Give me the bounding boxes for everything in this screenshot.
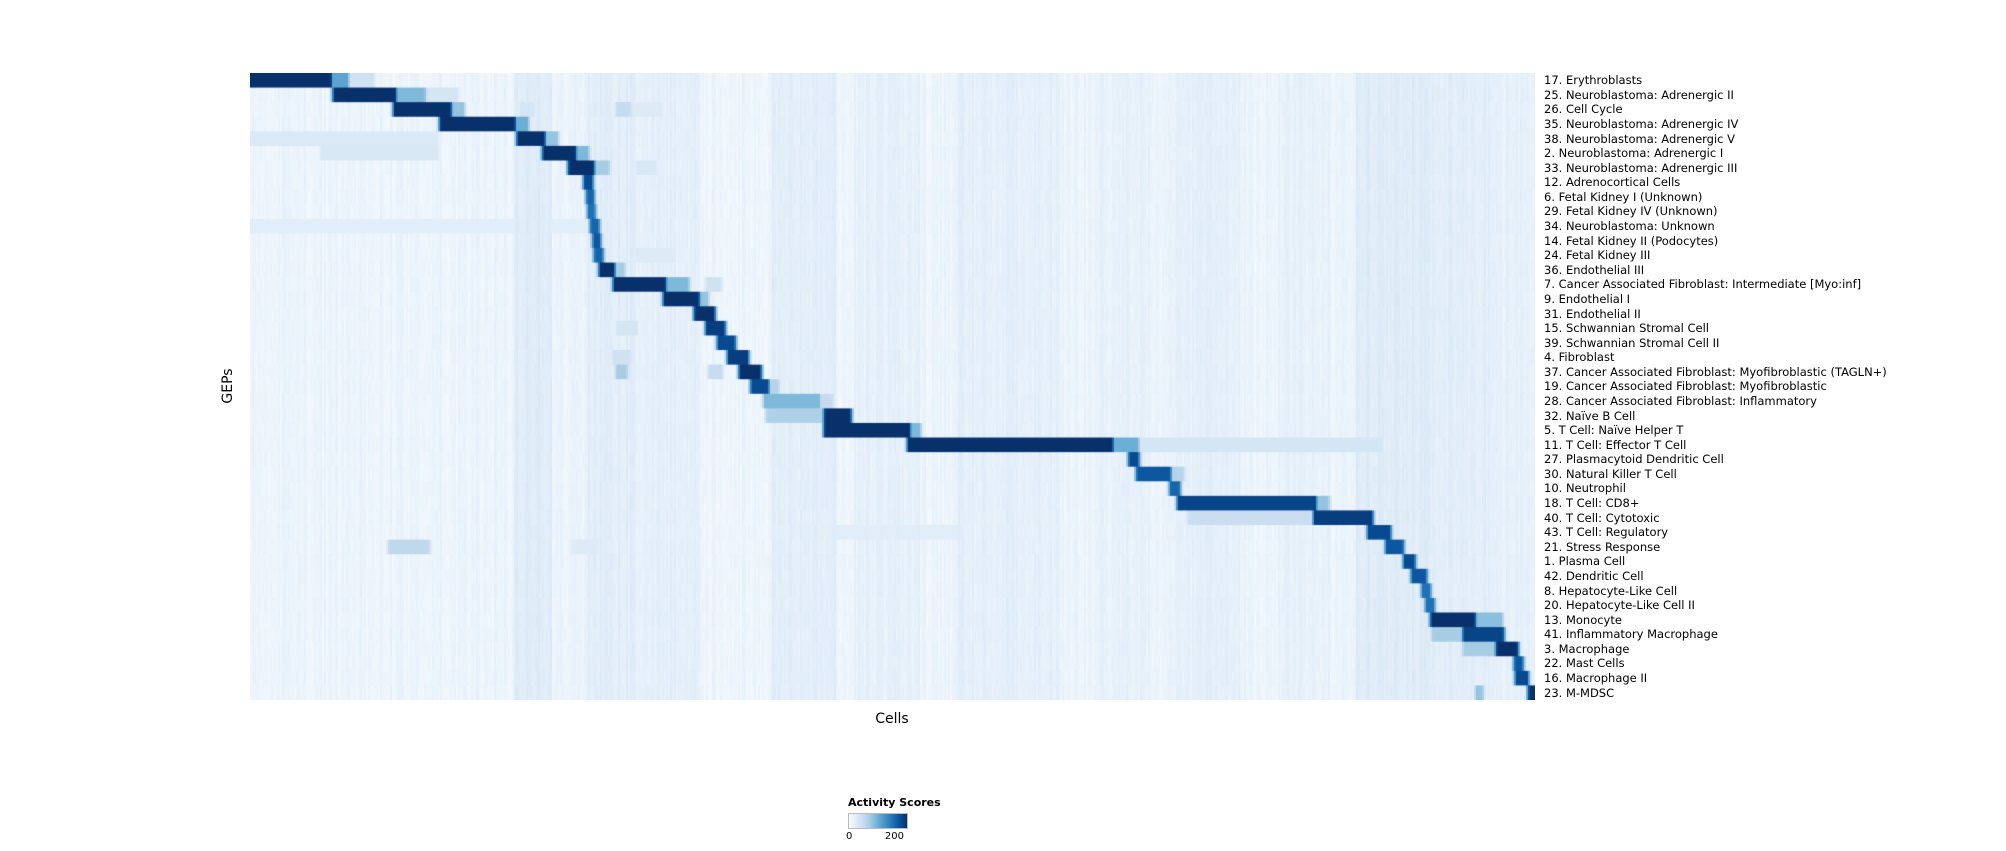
gep-row-label: 39. Schwannian Stromal Cell II	[1544, 335, 1720, 350]
gep-row-label: 13. Monocyte	[1544, 612, 1622, 627]
gep-row-label: 27. Plasmacytoid Dendritic Cell	[1544, 452, 1724, 467]
gep-row-label: 10. Neutrophil	[1544, 481, 1626, 496]
gep-row-label: 31. Endothelial II	[1544, 306, 1641, 321]
colorbar-legend: Activity Scores 0 200	[845, 796, 988, 843]
gep-row-label: 29. Fetal Kidney IV (Unknown)	[1544, 204, 1718, 219]
gep-row-label: 6. Fetal Kidney I (Unknown)	[1544, 189, 1703, 204]
gep-row-label: 19. Cancer Associated Fibroblast: Myofib…	[1544, 379, 1827, 394]
colorbar-tick-min: 0	[845, 831, 853, 842]
gep-row-label: 18. T Cell: CD8+	[1544, 496, 1640, 511]
gep-row-label: 26. Cell Cycle	[1544, 102, 1623, 117]
colorbar-title: Activity Scores	[848, 796, 941, 809]
colorbar-ticks: 0 200	[845, 829, 906, 843]
gep-row-label: 17. Erythroblasts	[1544, 73, 1643, 88]
gep-row-label: 34. Neuroblastoma: Unknown	[1544, 219, 1715, 234]
gep-row-label: 24. Fetal Kidney III	[1544, 248, 1651, 263]
gep-row-label: 8. Hepatocyte-Like Cell	[1544, 583, 1678, 598]
colorbar-gradient	[848, 813, 908, 829]
gep-row-label: 28. Cancer Associated Fibroblast: Inflam…	[1544, 394, 1817, 408]
gep-row-label: 32. Naïve B Cell	[1544, 408, 1636, 423]
gep-row-label: 12. Adrenocortical Cells	[1544, 175, 1681, 190]
gep-row-label: 33. Neuroblastoma: Adrenergic III	[1544, 160, 1738, 175]
gep-row-label: 36. Endothelial III	[1544, 262, 1645, 277]
gep-row-label: 3. Macrophage	[1544, 641, 1630, 656]
gep-row-label: 25. Neuroblastoma: Adrenergic II	[1544, 87, 1734, 102]
gep-row-label: 21. Stress Response	[1544, 539, 1661, 554]
gep-row-label: 15. Schwannian Stromal Cell	[1544, 321, 1709, 336]
gep-row-label: 2. Neuroblastoma: Adrenergic I	[1544, 146, 1724, 161]
gep-row-label: 4. Fibroblast	[1544, 350, 1615, 365]
gep-row-labels: 17. Erythroblasts 25. Neuroblastoma: Adre…	[1544, 73, 2004, 700]
gep-row-label: 35. Neuroblastoma: Adrenergic IV	[1544, 117, 1739, 132]
gep-row-label: 41. Inflammatory Macrophage	[1544, 627, 1718, 642]
gep-row-label: 42. Dendritic Cell	[1544, 568, 1644, 583]
y-axis-label: GEPs	[220, 368, 236, 404]
gep-row-label: 7. Cancer Associated Fibroblast: Interme…	[1544, 277, 1862, 292]
heatmap-canvas	[250, 73, 1535, 700]
x-axis-label: Cells	[875, 711, 909, 727]
gep-row-label: 5. T Cell: Naïve Helper T	[1544, 423, 1684, 438]
gep-row-label: 11. T Cell: Effector T Cell	[1544, 437, 1687, 452]
gep-row-label: 9. Endothelial I	[1544, 291, 1631, 306]
gep-row-label: 14. Fetal Kidney II (Podocytes)	[1544, 233, 1719, 248]
gep-row-label: 16. Macrophage II	[1544, 670, 1648, 685]
gep-row-label: 40. T Cell: Cytotoxic	[1544, 510, 1660, 525]
gep-row-label: 43. T Cell: Regulatory	[1544, 525, 1669, 540]
gep-row-label: 38. Neuroblastoma: Adrenergic V	[1544, 131, 1736, 146]
gep-row-label: 37. Cancer Associated Fibroblast: Myofib…	[1544, 364, 1887, 379]
gep-row-label: 1. Plasma Cell	[1544, 554, 1626, 569]
gep-row-label: 23. M-MDSC	[1544, 685, 1615, 700]
gep-row-label: 30. Natural Killer T Cell	[1544, 466, 1677, 481]
colorbar-tick-max: 200	[884, 831, 904, 842]
gep-row-label: 20. Hepatocyte-Like Cell II	[1544, 598, 1695, 613]
gep-row-label: 22. Mast Cells	[1544, 656, 1625, 671]
